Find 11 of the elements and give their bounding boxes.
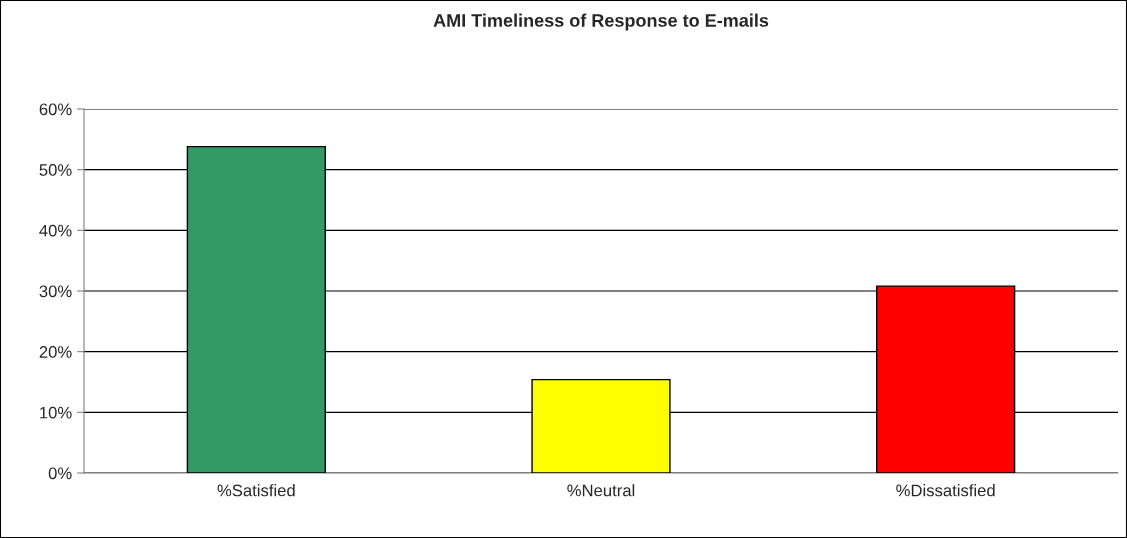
- y-tick-label: 0%: [48, 467, 72, 480]
- y-tick-label: 20%: [39, 346, 72, 358]
- y-tick-label: 40%: [39, 224, 72, 237]
- x-tick-label: %Neutral: [567, 484, 635, 497]
- x-tick-label: %Dissatisfied: [896, 484, 995, 497]
- y-tick-label: 10%: [40, 406, 72, 419]
- x-tick-label: %Satisfied: [217, 484, 295, 497]
- y-tick-label: 60%: [39, 103, 72, 116]
- y-tick-label: 50%: [39, 164, 72, 176]
- chart-title: AMI Timeliness of Response to E-mails: [433, 13, 769, 31]
- y-tick-label: 30%: [39, 285, 72, 298]
